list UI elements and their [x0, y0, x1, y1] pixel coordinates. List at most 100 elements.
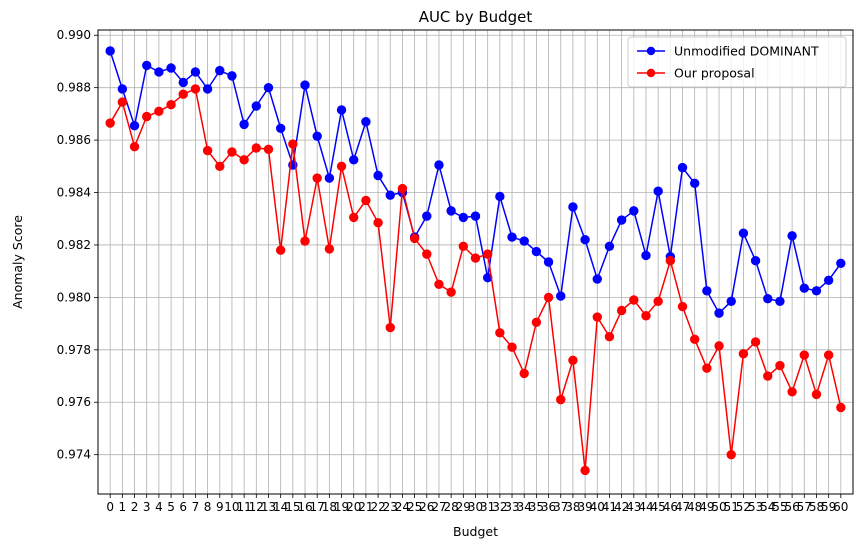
data-point: [178, 89, 188, 99]
data-point: [629, 206, 639, 216]
data-point: [300, 236, 310, 246]
data-point: [434, 160, 444, 170]
data-point: [763, 294, 773, 304]
data-point: [373, 170, 383, 181]
x-tick-label: 59: [821, 500, 836, 514]
x-tick-label: 11: [236, 500, 251, 514]
data-point: [811, 286, 822, 296]
x-tick-label: 17: [310, 500, 325, 514]
x-tick-label: 26: [419, 500, 434, 514]
y-tick-label: 0.982: [57, 238, 91, 252]
data-point: [677, 162, 688, 173]
x-tick-label: 14: [273, 500, 288, 514]
x-tick-label: 28: [444, 500, 459, 514]
data-point: [556, 291, 566, 301]
x-tick-label: 44: [638, 500, 653, 514]
data-point: [604, 332, 615, 342]
x-tick-label: 55: [772, 500, 787, 514]
x-tick-label: 23: [383, 500, 398, 514]
x-tick-label: 49: [699, 500, 714, 514]
data-point: [604, 241, 615, 251]
legend-label: Unmodified DOMINANT: [674, 44, 819, 59]
x-tick-label: 58: [809, 500, 824, 514]
data-point: [519, 368, 529, 379]
x-tick-label: 4: [155, 500, 163, 514]
data-point: [738, 349, 749, 359]
data-point: [653, 186, 663, 196]
x-tick-label: 12: [249, 500, 264, 514]
x-tick-label: 25: [407, 500, 422, 514]
data-point: [263, 82, 274, 93]
data-point: [373, 217, 383, 228]
x-tick-label: 16: [297, 500, 312, 514]
x-tick-label: 48: [687, 500, 702, 514]
x-tick-label: 0: [106, 500, 114, 514]
data-point: [300, 80, 310, 90]
data-point: [470, 253, 481, 263]
x-tick-label: 41: [602, 500, 617, 514]
x-tick-label: 51: [724, 500, 739, 514]
y-axis-ticks: 0.974 0.976 0.978 0.980 0.982 0.984 0.986 0.988…: [57, 28, 98, 462]
data-point: [580, 465, 590, 476]
data-point: [129, 141, 140, 152]
x-tick-label: 57: [797, 500, 812, 514]
data-point: [482, 249, 493, 259]
x-tick-label: 36: [541, 500, 556, 514]
x-tick-label: 27: [431, 500, 446, 514]
data-point: [641, 311, 651, 321]
data-point: [507, 232, 517, 242]
x-axis-ticks: 0 1 2 3 4 5 6 7 8 9 101112131415161718192021222324…: [106, 494, 848, 514]
data-point: [142, 60, 152, 71]
data-point: [227, 147, 237, 157]
data-point: [592, 312, 602, 322]
data-point: [166, 63, 176, 73]
x-tick-label: 22: [370, 500, 385, 514]
y-axis-label: Anomaly Score: [10, 215, 25, 309]
data-point: [154, 67, 164, 77]
series-layer: [105, 46, 846, 476]
x-tick-label: 32: [492, 500, 507, 514]
data-point: [239, 155, 249, 165]
data-point: [275, 123, 286, 134]
data-point: [568, 355, 578, 366]
data-point: [592, 274, 602, 284]
data-point: [531, 246, 542, 257]
data-point: [495, 191, 505, 202]
y-tick-label: 0.976: [57, 395, 91, 409]
data-point: [239, 119, 249, 130]
data-point: [166, 100, 176, 110]
y-tick-label: 0.988: [57, 81, 91, 95]
data-point: [726, 296, 736, 307]
x-tick-label: 50: [711, 500, 726, 514]
data-point: [616, 305, 627, 316]
data-point: [811, 389, 822, 400]
data-point: [275, 245, 286, 255]
x-tick-label: 9: [216, 500, 224, 514]
data-point: [653, 296, 663, 307]
data-point: [738, 228, 749, 238]
x-tick-label: 37: [553, 500, 568, 514]
data-point: [556, 394, 566, 405]
data-point: [202, 84, 213, 94]
data-point: [714, 341, 724, 351]
data-point: [580, 235, 590, 245]
data-point: [799, 283, 809, 293]
data-point: [251, 101, 262, 111]
x-tick-label: 43: [626, 500, 641, 514]
data-point: [409, 233, 420, 244]
x-tick-label: 33: [504, 500, 519, 514]
data-point: [543, 292, 554, 303]
x-tick-label: 60: [833, 500, 848, 514]
data-point: [519, 236, 529, 246]
data-point: [677, 301, 688, 312]
x-tick-label: 18: [322, 500, 337, 514]
data-point: [215, 65, 225, 76]
data-point: [129, 120, 140, 131]
data-point: [702, 363, 712, 373]
data-point: [312, 131, 322, 141]
data-point: [763, 371, 773, 381]
x-axis-label: Budget: [453, 524, 498, 539]
data-point: [470, 211, 481, 221]
x-tick-label: 10: [224, 500, 239, 514]
x-tick-label: 46: [663, 500, 678, 514]
